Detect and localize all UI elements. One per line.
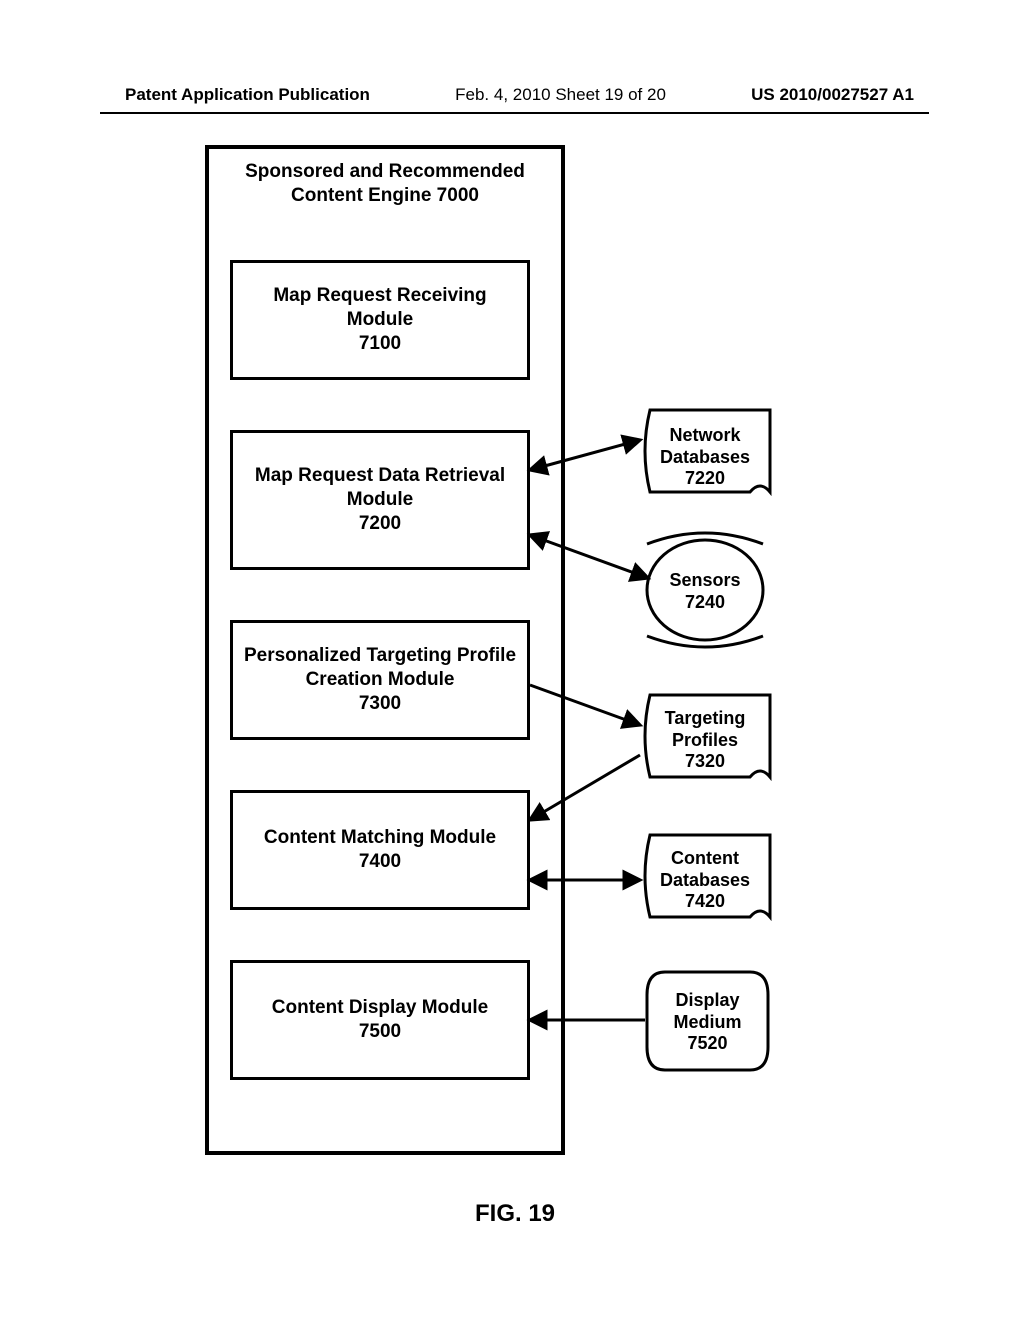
header-rule: [100, 112, 929, 114]
header-right: US 2010/0027527 A1: [751, 85, 914, 105]
figure-canvas: Sponsored and Recommended Content Engine…: [100, 140, 930, 1230]
connectors: [100, 140, 930, 1230]
header-left: Patent Application Publication: [125, 85, 370, 105]
page: Patent Application Publication Feb. 4, 2…: [0, 0, 1024, 1320]
figure-caption: FIG. 19: [100, 1200, 930, 1228]
page-header: Patent Application Publication Feb. 4, 2…: [0, 85, 1024, 105]
header-mid: Feb. 4, 2010 Sheet 19 of 20: [455, 85, 666, 105]
